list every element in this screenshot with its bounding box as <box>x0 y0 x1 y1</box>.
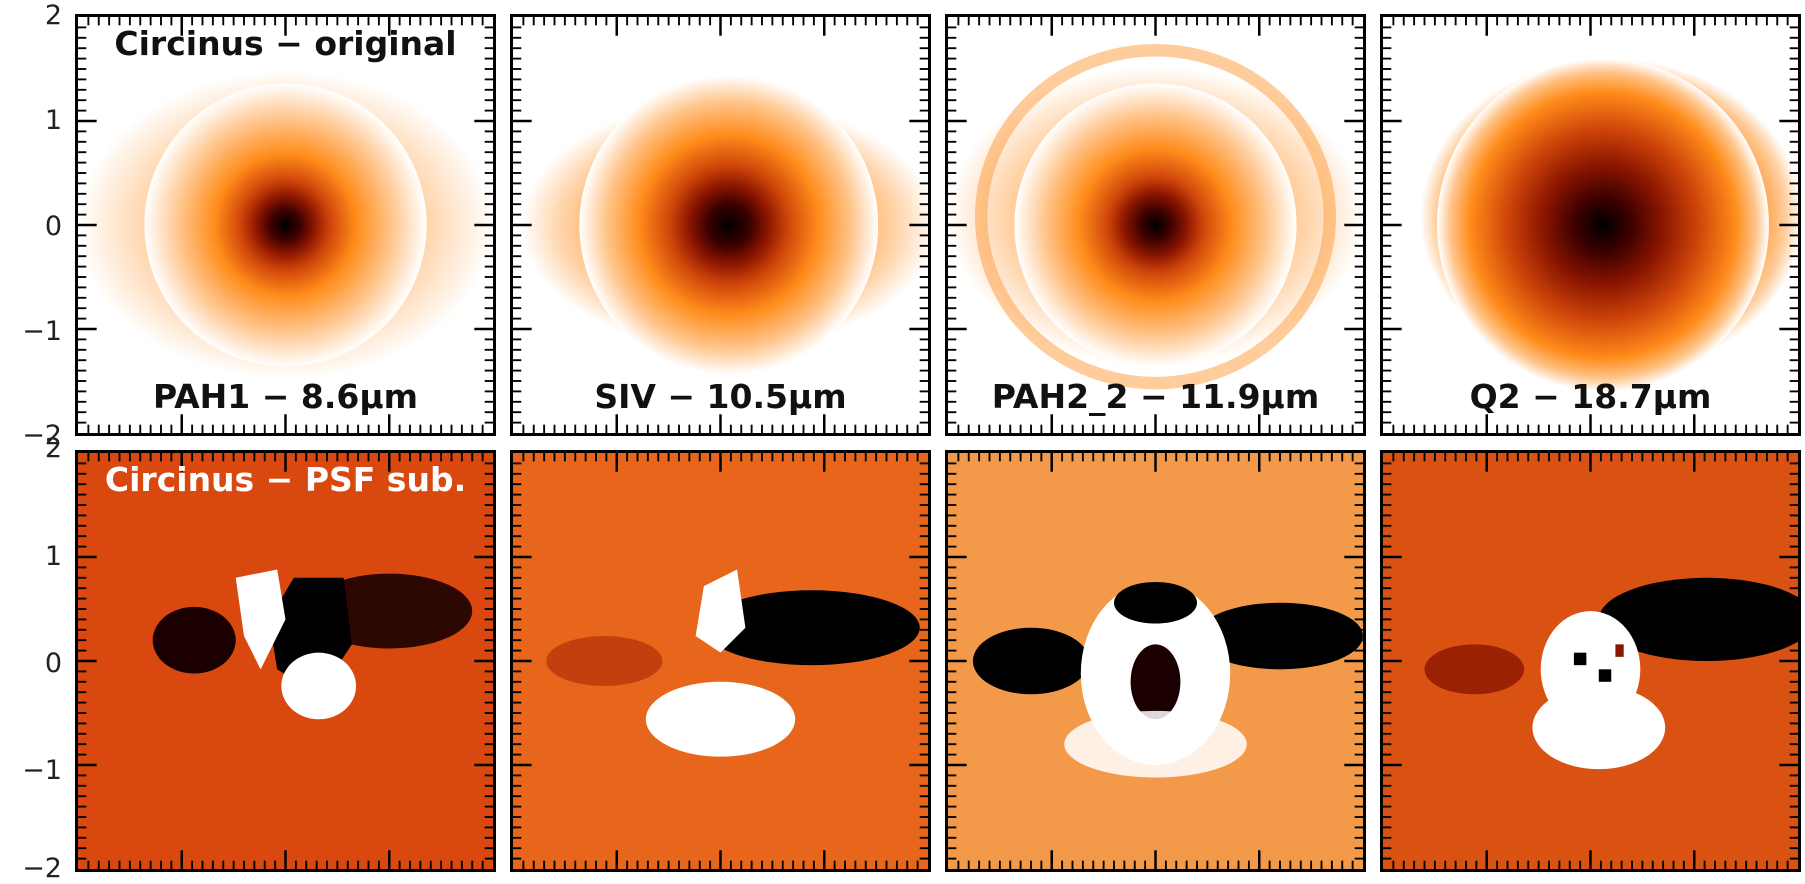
image-panel-pah2-2-original: PAH2_2 − 11.9μm <box>945 14 1366 436</box>
psf-subtracted-image <box>78 453 493 869</box>
image-panel-q2-original: Q2 − 18.7μm <box>1380 14 1801 436</box>
image-panel-pah1-original: Circinus − original PAH1 − 8.6μm <box>75 14 496 436</box>
psf-subtracted-image <box>513 453 928 869</box>
filter-label: PAH2_2 − 11.9μm <box>991 377 1320 416</box>
axis-ticks <box>948 453 1363 869</box>
image-panel-siv-psf-sub <box>510 450 931 872</box>
panel-title: Circinus − original <box>114 24 457 63</box>
filter-label: SIV − 10.5μm <box>594 377 847 416</box>
axis-ticks <box>513 17 928 433</box>
y-tick-label: −1 <box>22 316 62 347</box>
axis-ticks <box>1383 17 1798 433</box>
axis-ticks <box>78 17 493 433</box>
y-tick-label: 2 <box>44 0 62 31</box>
axis-ticks <box>513 453 928 869</box>
filter-label: Q2 − 18.7μm <box>1469 377 1712 416</box>
psf-subtracted-image <box>1383 453 1798 869</box>
axis-ticks <box>1383 453 1798 869</box>
original-emission-image <box>1383 17 1798 433</box>
image-panel-siv-original: SIV − 10.5μm <box>510 14 931 436</box>
y-tick-label: −1 <box>22 755 62 786</box>
axis-ticks <box>948 17 1363 433</box>
original-emission-image <box>78 17 493 433</box>
axis-ticks <box>78 453 493 869</box>
original-emission-image <box>948 17 1363 433</box>
y-tick-label: −2 <box>22 420 62 451</box>
y-tick-label: −2 <box>22 853 62 884</box>
image-panel-pah1-psf-sub: Circinus − PSF sub. <box>75 450 496 872</box>
y-tick-label: 0 <box>44 211 62 242</box>
y-tick-label: 2 <box>44 433 62 464</box>
filter-label: PAH1 − 8.6μm <box>152 377 419 416</box>
psf-subtracted-image <box>948 453 1363 869</box>
image-panel-pah2-2-psf-sub <box>945 450 1366 872</box>
y-tick-label: 0 <box>44 648 62 679</box>
panel-title: Circinus − PSF sub. <box>104 460 467 499</box>
y-tick-label: 1 <box>44 105 62 136</box>
image-panel-q2-psf-sub <box>1380 450 1801 872</box>
original-emission-image <box>513 17 928 433</box>
y-tick-label: 1 <box>44 541 62 572</box>
